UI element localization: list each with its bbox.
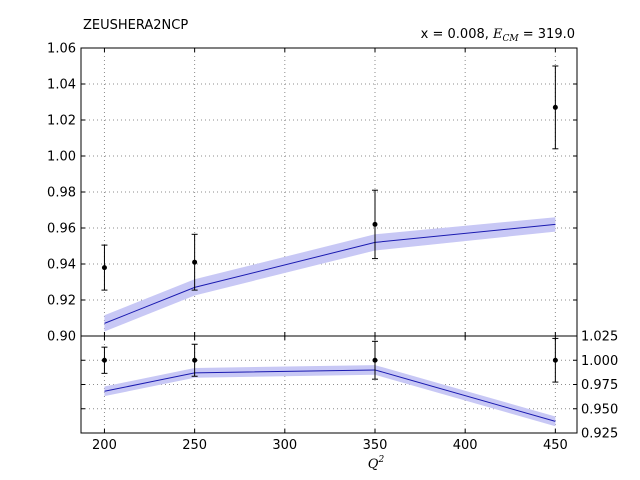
annotations: 200 250 300 350 400 450 ZEUSHERA2NCP x = 0.008,… bbox=[83, 18, 575, 472]
theory-line bbox=[104, 369, 556, 422]
data-point bbox=[191, 233, 198, 291]
theory-band bbox=[104, 365, 556, 427]
data-marker bbox=[192, 357, 198, 363]
data-point bbox=[552, 337, 559, 383]
data-marker bbox=[192, 259, 198, 265]
data-point bbox=[371, 340, 378, 380]
y-tick-label: 0.98 bbox=[47, 186, 76, 201]
data-point bbox=[371, 189, 378, 260]
data-point bbox=[191, 343, 198, 377]
y-tick-label: 0.96 bbox=[47, 222, 76, 237]
data-marker bbox=[372, 357, 378, 363]
y-tick-label: 1.025 bbox=[581, 330, 618, 345]
chart-title: ZEUSHERA2NCP bbox=[83, 18, 188, 33]
x-tick-label: 400 bbox=[453, 438, 478, 453]
data-marker bbox=[101, 265, 107, 271]
data-marker bbox=[101, 357, 107, 363]
theory-band bbox=[104, 217, 556, 332]
x-tick-label: 450 bbox=[543, 438, 568, 453]
kinematics-label: x = 0.008, ECM = 319.0 bbox=[421, 27, 575, 44]
x-tick-label: 250 bbox=[182, 438, 207, 453]
grid bbox=[81, 47, 577, 337]
data-marker bbox=[552, 104, 558, 110]
y-tick-label: 1.000 bbox=[581, 354, 618, 369]
data-point bbox=[101, 244, 108, 291]
y-tick-label: 0.950 bbox=[581, 402, 618, 417]
data-point bbox=[552, 65, 559, 150]
y-tick-label: 0.925 bbox=[581, 427, 618, 442]
y-tick-label: 1.02 bbox=[47, 114, 76, 129]
bottom-panel: 0.925 0.950 0.975 1.000 1.025 bbox=[80, 330, 618, 442]
y-tick-label: 1.00 bbox=[47, 150, 76, 165]
data-marker bbox=[372, 221, 378, 227]
y-tick-label: 0.90 bbox=[47, 330, 76, 345]
x-tick-label: 200 bbox=[92, 438, 117, 453]
y-tick-label: 1.06 bbox=[47, 42, 76, 57]
y-tick-label: 1.04 bbox=[47, 78, 76, 93]
x-tick-label: 300 bbox=[272, 438, 297, 453]
data-marker bbox=[552, 357, 558, 363]
theory-line bbox=[104, 223, 556, 324]
y-tick-label: 0.94 bbox=[47, 258, 76, 273]
y-tick-label: 0.975 bbox=[581, 378, 618, 393]
top-panel: 0.90 0.92 0.94 0.96 0.98 1.00 1.02 1.04 1.06 bbox=[47, 42, 578, 345]
data-point bbox=[101, 346, 108, 374]
y-tick-label: 0.92 bbox=[47, 294, 76, 309]
x-axis-label: Q2 bbox=[368, 455, 385, 472]
x-tick-label: 350 bbox=[363, 438, 388, 453]
